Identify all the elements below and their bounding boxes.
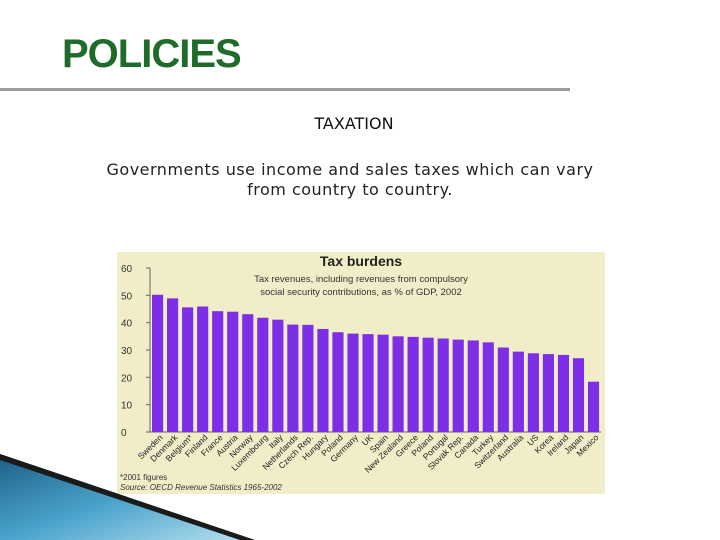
bar bbox=[167, 298, 179, 432]
bar bbox=[287, 324, 299, 432]
y-tick-label: 60 bbox=[121, 264, 133, 275]
bar bbox=[377, 334, 389, 432]
chart-panel: Tax burdens Tax revenues, including reven… bbox=[117, 252, 605, 494]
bar bbox=[557, 354, 570, 432]
bar bbox=[362, 334, 374, 432]
bar bbox=[152, 294, 164, 432]
tax-burdens-chart: Tax burdens Tax revenues, including reven… bbox=[120, 253, 601, 492]
title-divider bbox=[0, 88, 570, 91]
chart-subtitle-line: Tax revenues, including revenues from co… bbox=[254, 274, 468, 285]
bar bbox=[452, 339, 464, 432]
slide-body-text: Governments use income and sales taxes w… bbox=[106, 160, 594, 199]
bar bbox=[497, 347, 509, 432]
bar bbox=[212, 311, 224, 432]
y-tick-label: 20 bbox=[121, 373, 133, 384]
corner-decoration bbox=[0, 454, 255, 540]
chart-source: Source: OECD Revenue Statistics 1965-200… bbox=[120, 483, 282, 492]
chart-title: Tax burdens bbox=[320, 253, 402, 269]
bar bbox=[302, 324, 314, 432]
bar bbox=[332, 332, 344, 432]
bar bbox=[347, 333, 359, 432]
bar bbox=[242, 314, 254, 432]
bar bbox=[317, 328, 329, 432]
bar bbox=[197, 306, 209, 432]
subtitle-text: TAXATION bbox=[314, 114, 394, 133]
bar bbox=[542, 354, 554, 432]
y-tick-label: 0 bbox=[121, 428, 127, 439]
slide-title: POLICIES bbox=[62, 32, 242, 76]
bar bbox=[257, 317, 269, 432]
y-tick-label: 40 bbox=[121, 319, 133, 330]
chart-subtitle-line: social security contributions, as % of G… bbox=[260, 287, 462, 298]
bar bbox=[527, 353, 539, 432]
y-tick-label: 10 bbox=[121, 401, 133, 412]
bar bbox=[587, 381, 600, 432]
bar bbox=[467, 340, 479, 432]
bar bbox=[272, 319, 284, 432]
slide-subtitle: TAXATION bbox=[0, 114, 720, 133]
bar bbox=[392, 336, 404, 432]
bar bbox=[227, 311, 239, 432]
bar bbox=[182, 307, 194, 432]
y-tick-label: 30 bbox=[121, 346, 133, 357]
bar bbox=[572, 358, 585, 432]
bar bbox=[437, 338, 449, 432]
bar bbox=[512, 351, 524, 432]
chart-footnote: *2001 figures bbox=[120, 473, 167, 482]
bar bbox=[422, 337, 434, 432]
y-tick-label: 50 bbox=[121, 291, 133, 302]
bar bbox=[482, 342, 494, 432]
bar bbox=[407, 336, 419, 432]
